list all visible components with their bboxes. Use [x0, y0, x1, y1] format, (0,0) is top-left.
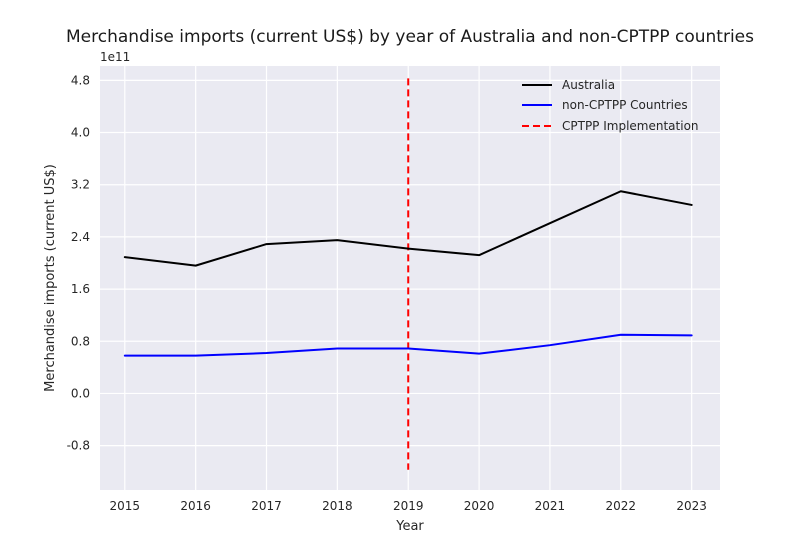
- x-tick-label: 2015: [110, 499, 141, 513]
- y-axis-label: Merchandise imports (current US$): [43, 164, 58, 392]
- legend: Australia non-CPTPP Countries CPTPP Impl…: [522, 78, 699, 133]
- grid: [100, 66, 720, 490]
- x-tick-labels: 2015 2016 2017 2018 2019 2020 2021 2022 2023: [110, 499, 707, 513]
- legend-label-non-cptpp: non-CPTPP Countries: [562, 98, 688, 112]
- y-tick-label: -0.8: [67, 439, 90, 453]
- x-tick-label: 2017: [251, 499, 282, 513]
- y-tick-labels: -0.8 0.0 0.8 1.6 2.4 3.2 4.0 4.8: [67, 73, 90, 452]
- series-line-non-cptpp: [123, 333, 693, 357]
- x-tick-label: 2020: [464, 499, 495, 513]
- y-tick-label: 2.4: [71, 230, 90, 244]
- y-tick-label: 4.8: [71, 73, 90, 87]
- y-tick-label: 3.2: [71, 178, 90, 192]
- x-tick-label: 2018: [322, 499, 353, 513]
- x-tick-label: 2023: [676, 499, 707, 513]
- y-tick-label: 4.0: [71, 126, 90, 140]
- legend-label-cptpp-implementation: CPTPP Implementation: [562, 119, 699, 133]
- y-tick-label: 0.8: [71, 334, 90, 348]
- y-tick-label: 1.6: [71, 282, 90, 296]
- x-tick-label: 2022: [606, 499, 637, 513]
- y-tick-label: 0.0: [71, 386, 90, 400]
- x-axis-label: Year: [395, 519, 424, 534]
- x-tick-label: 2016: [180, 499, 211, 513]
- chart-title: Merchandise imports (current US$) by yea…: [66, 27, 754, 47]
- series-layer: [123, 190, 693, 357]
- series-line-australia: [123, 190, 693, 267]
- x-tick-label: 2019: [393, 499, 424, 513]
- x-tick-label: 2021: [535, 499, 566, 513]
- y-offset-text: 1e11: [100, 50, 130, 64]
- legend-label-australia: Australia: [562, 78, 615, 92]
- plot-background: [100, 66, 720, 490]
